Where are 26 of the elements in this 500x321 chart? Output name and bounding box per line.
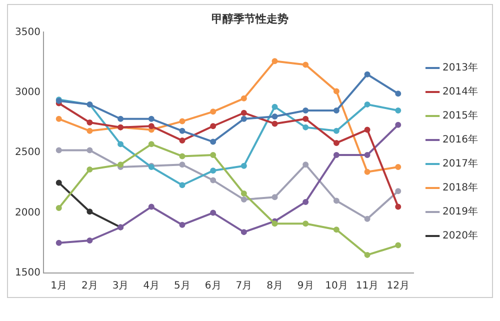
x-tick-label: 2月 — [82, 280, 98, 292]
x-tick-label: 8月 — [266, 280, 283, 292]
y-tick-label: 2000 — [14, 207, 40, 218]
legend-label: 2018年 — [442, 182, 478, 194]
legend-label: 2016年 — [442, 134, 478, 146]
legend-label: 2017年 — [442, 158, 478, 170]
legend-label: 2014年 — [442, 86, 478, 98]
x-tick-label: 5月 — [174, 280, 190, 292]
x-tick-label: 4月 — [143, 280, 160, 292]
x-tick-label: 10月 — [325, 280, 348, 292]
x-tick-label: 6月 — [204, 280, 222, 292]
legend-label: 2019年 — [442, 206, 478, 218]
y-tick-label: 2500 — [14, 147, 40, 158]
x-tick-label: 3月 — [112, 280, 129, 292]
legend-label: 2015年 — [442, 110, 478, 122]
x-tick-label: 1月 — [50, 280, 68, 292]
x-tick-label: 11月 — [356, 280, 379, 292]
y-tick-label: 3000 — [14, 86, 40, 98]
legend-label: 2013年 — [442, 62, 478, 74]
chart-title: 甲醇季节性走势 — [212, 12, 288, 26]
legend-label: 2020年 — [442, 230, 478, 242]
x-tick-label: 9月 — [297, 280, 314, 292]
y-tick-label: 1500 — [14, 268, 40, 279]
x-tick-label: 7月 — [236, 280, 252, 292]
y-tick-label: 3500 — [14, 26, 40, 38]
x-tick-label: 12月 — [386, 280, 410, 292]
